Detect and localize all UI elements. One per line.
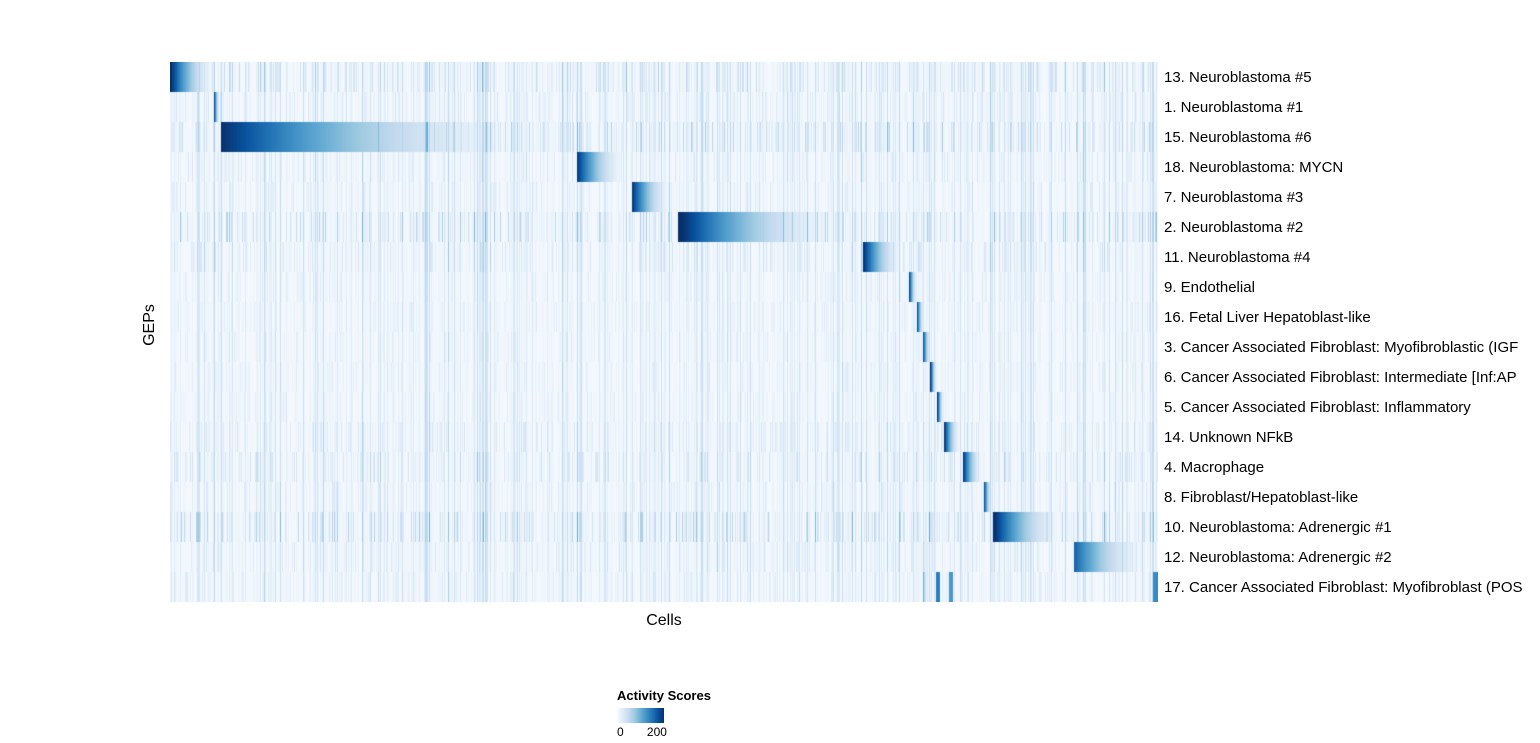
row-labels: 13. Neuroblastoma #5 1. Neuroblastoma #1 1… <box>1164 62 1540 602</box>
row-label: 3. Cancer Associated Fibroblast: Myofibr… <box>1164 338 1519 356</box>
row-label: 16. Fetal Liver Hepatoblast-like <box>1164 308 1371 326</box>
row-label: 6. Cancer Associated Fibroblast: Interme… <box>1164 368 1517 386</box>
row-label: 11. Neuroblastoma #4 <box>1164 248 1311 266</box>
legend-gradient-bar <box>617 708 664 723</box>
y-axis-label: GEPs <box>141 304 158 346</box>
row-label: 13. Neuroblastoma #5 <box>1164 68 1312 86</box>
row-label: 17. Cancer Associated Fibroblast: Myofib… <box>1164 578 1523 596</box>
legend-ticks: 0 200 <box>617 725 667 739</box>
row-label: 5. Cancer Associated Fibroblast: Inflamm… <box>1164 398 1471 416</box>
legend-tick-max: 200 <box>646 725 667 739</box>
row-label: 2. Neuroblastoma #2 <box>1164 218 1304 236</box>
legend-title: Activity Scores <box>617 688 711 703</box>
row-label: 12. Neuroblastoma: Adrenergic #2 <box>1164 548 1392 566</box>
row-label: 9. Endothelial <box>1164 278 1255 296</box>
x-axis-label: Cells <box>646 612 682 629</box>
heatmap-canvas <box>170 62 1158 602</box>
row-label: 14. Unknown NFkB <box>1164 428 1294 446</box>
row-label: 15. Neuroblastoma #6 <box>1164 128 1312 146</box>
row-label: 4. Macrophage <box>1164 458 1265 476</box>
legend-tick-min: 0 <box>617 725 624 739</box>
activity-scores-legend: Activity Scores 0 200 <box>617 688 757 739</box>
row-label: 1. Neuroblastoma #1 <box>1164 98 1304 116</box>
row-label: 8. Fibroblast/Hepatoblast-like <box>1164 488 1359 506</box>
row-label: 18. Neuroblastoma: MYCN <box>1164 158 1344 176</box>
row-label: 10. Neuroblastoma: Adrenergic #1 <box>1164 518 1392 536</box>
row-label: 7. Neuroblastoma #3 <box>1164 188 1304 206</box>
